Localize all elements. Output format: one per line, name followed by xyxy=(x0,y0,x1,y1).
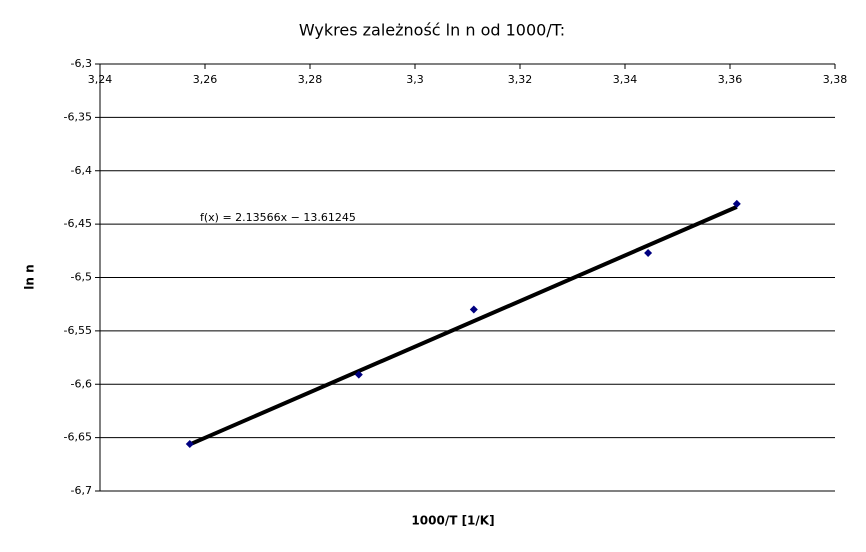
x-tick-label: 3,26 xyxy=(193,73,218,86)
point xyxy=(732,199,741,208)
y-tick-label: -6,7 xyxy=(71,484,92,497)
x-tick-label: 3,24 xyxy=(88,73,113,86)
y-axis-title: ln n xyxy=(23,264,37,289)
x-tick-label: 3,38 xyxy=(823,73,848,86)
point xyxy=(469,305,478,314)
x-tick-label: 3,36 xyxy=(718,73,743,86)
y-tick-label: -6,6 xyxy=(71,377,92,390)
x-tick-label: 3,28 xyxy=(298,73,323,86)
trendline xyxy=(188,205,738,447)
y-tick-label: -6,55 xyxy=(64,324,92,337)
point xyxy=(185,440,194,449)
x-tick-label: 3,34 xyxy=(613,73,638,86)
y-tick-label: -6,65 xyxy=(64,431,92,444)
y-tick-label: -6,3 xyxy=(71,57,92,70)
y-tick-label: -6,35 xyxy=(64,110,92,123)
point xyxy=(644,248,653,257)
point xyxy=(354,370,363,379)
x-tick-label: 3,3 xyxy=(406,73,424,86)
trendline-label: f(x) = 2.13566x − 13.61245 xyxy=(200,211,356,224)
y-tick-label: -6,4 xyxy=(71,164,92,177)
chart-title: Wykres zależność ln n od 1000/T: xyxy=(299,21,565,40)
x-axis-title: 1000/T [1/K] xyxy=(411,514,494,528)
y-tick-label: -6,45 xyxy=(64,217,92,230)
y-tick-label: -6,5 xyxy=(71,271,92,284)
x-tick-label: 3,32 xyxy=(508,73,533,86)
